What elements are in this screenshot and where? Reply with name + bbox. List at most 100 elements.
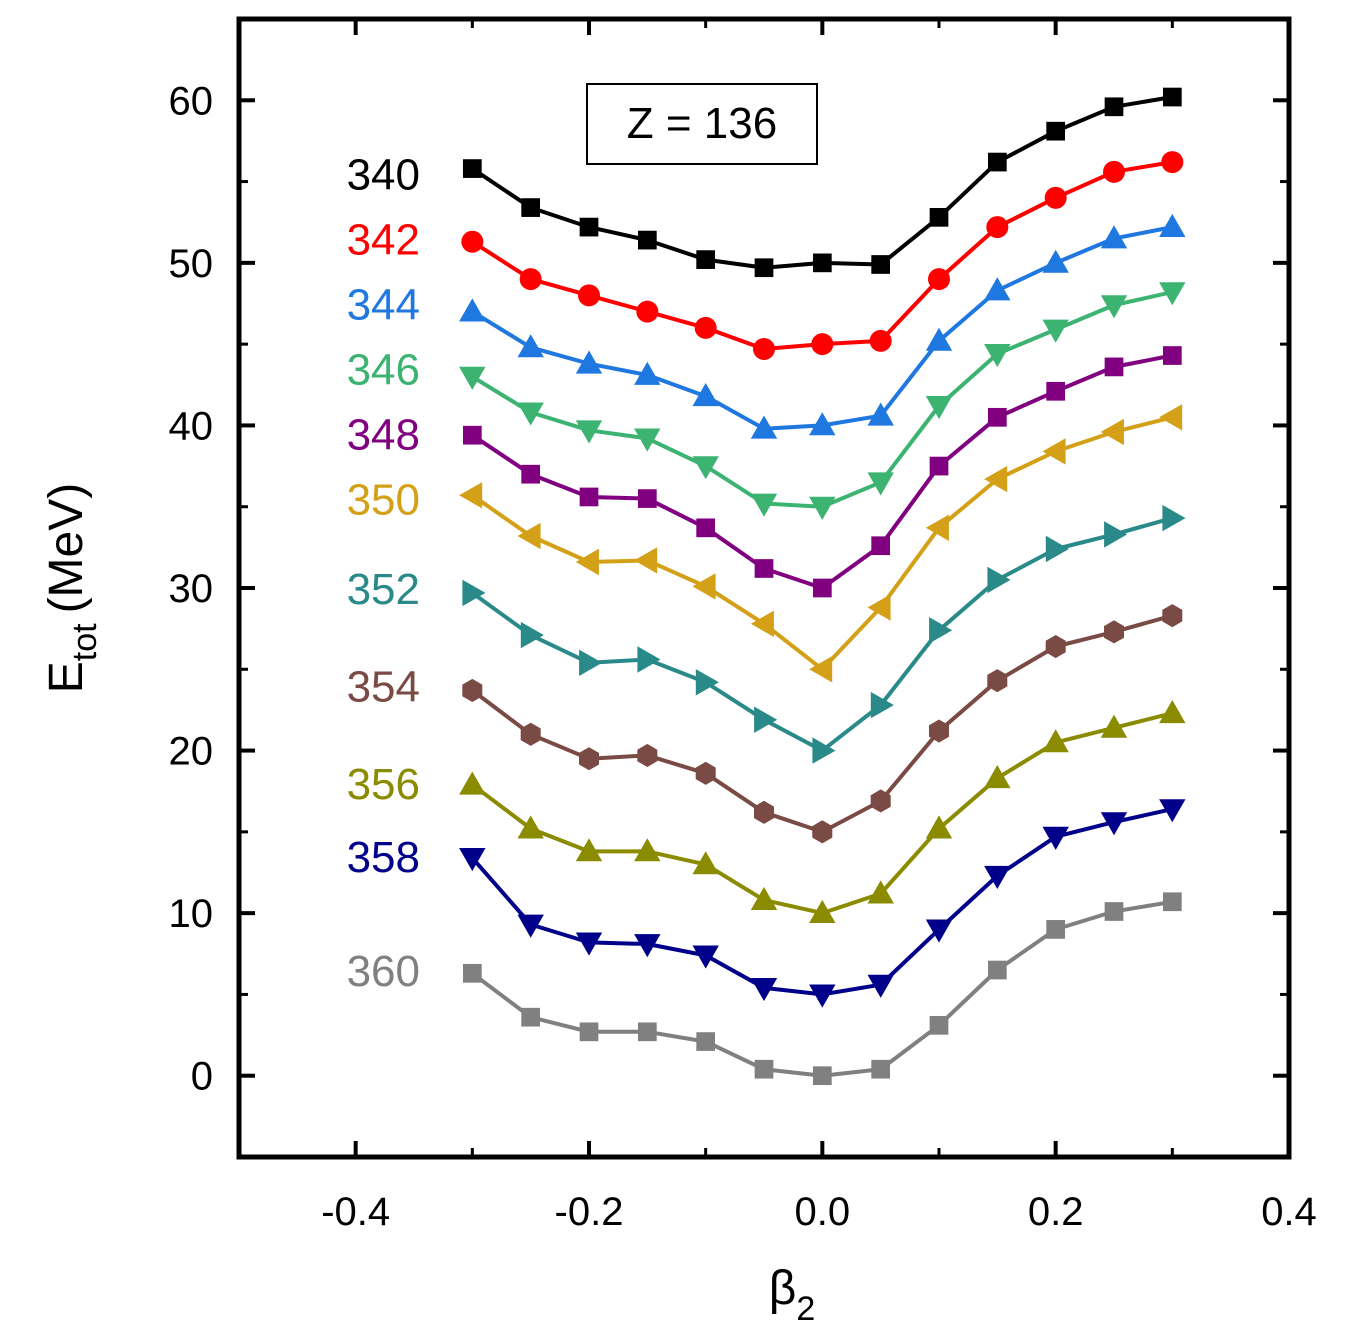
data-point — [753, 338, 775, 361]
x-tick-label: -0.2 — [555, 1190, 624, 1234]
data-point — [754, 559, 774, 578]
data-point — [462, 678, 483, 702]
x-tick-label: 0.2 — [1028, 1190, 1084, 1234]
y-tick-label: 0 — [191, 1055, 213, 1099]
data-point — [579, 1022, 599, 1042]
series-line — [471, 613, 1173, 834]
data-point — [575, 350, 603, 374]
data-point — [692, 573, 716, 600]
data-point — [811, 333, 834, 356]
data-point — [929, 1015, 949, 1035]
data-point — [925, 396, 953, 420]
data-point — [521, 464, 541, 484]
data-point — [520, 621, 544, 649]
data-point — [812, 820, 833, 844]
data-point — [984, 277, 1011, 301]
data-point — [637, 489, 657, 508]
data-point — [521, 1007, 541, 1027]
data-point — [812, 1066, 832, 1086]
data-point — [579, 217, 599, 237]
data-point — [579, 649, 603, 676]
data-point — [1100, 295, 1128, 319]
data-point — [459, 771, 486, 795]
data-point — [519, 268, 542, 291]
data-point — [750, 978, 778, 1002]
data-point — [987, 566, 1011, 594]
data-point — [987, 152, 1007, 172]
data-point — [692, 383, 719, 407]
data-point — [754, 258, 774, 278]
y-tick-label: 50 — [169, 242, 214, 286]
series-line — [471, 95, 1173, 270]
data-point — [696, 1032, 716, 1051]
series-label-352: 352 — [347, 565, 420, 614]
series-label-356: 356 — [347, 760, 420, 809]
series-layer — [459, 87, 1186, 1086]
data-point — [694, 316, 717, 339]
data-point — [637, 1022, 657, 1042]
data-point — [579, 487, 599, 507]
data-point — [462, 579, 486, 607]
data-point — [517, 334, 544, 358]
data-point — [1046, 920, 1066, 939]
series-348 — [462, 346, 1182, 598]
y-tick-label: 40 — [169, 404, 214, 448]
data-point — [1104, 620, 1124, 644]
data-point — [1103, 160, 1125, 183]
series-line — [471, 353, 1173, 590]
data-point — [462, 425, 482, 445]
y-axis-title-sub: tot — [66, 623, 104, 661]
y-axis-title: Etot (MeV) — [40, 483, 104, 694]
annotation-frame — [586, 83, 818, 165]
data-point — [929, 719, 949, 743]
data-point — [809, 656, 833, 683]
data-point — [692, 456, 719, 480]
data-point — [986, 216, 1009, 239]
y-tick-label: 20 — [169, 730, 214, 774]
series-label-348: 348 — [347, 411, 420, 460]
data-point — [925, 815, 953, 839]
data-point — [871, 1059, 891, 1079]
data-point — [634, 428, 661, 452]
series-label-358: 358 — [347, 833, 420, 882]
data-point — [459, 366, 486, 390]
data-point — [929, 617, 953, 644]
data-point — [520, 722, 541, 746]
data-point — [984, 344, 1011, 368]
data-point — [1159, 213, 1186, 237]
data-point — [1162, 346, 1182, 365]
data-point — [1159, 700, 1186, 724]
series-350 — [459, 404, 1183, 683]
data-point — [870, 691, 894, 719]
data-point — [1042, 438, 1066, 465]
data-point — [925, 514, 949, 541]
data-point — [462, 963, 482, 983]
data-point — [692, 851, 719, 875]
series-354 — [462, 604, 1183, 844]
series-360 — [462, 892, 1182, 1086]
data-point — [634, 361, 661, 385]
data-point — [695, 669, 719, 696]
series-358 — [459, 799, 1186, 1008]
series-labels: 340 342 344 346 348 350 352 354 356 358 360 — [347, 150, 420, 996]
data-point — [692, 945, 719, 969]
x-axis-title-main: β — [769, 1262, 797, 1315]
data-point — [867, 594, 891, 621]
data-point — [634, 838, 661, 862]
series-label-344: 344 — [347, 281, 420, 330]
y-tick-label: 10 — [169, 892, 214, 936]
series-352 — [462, 504, 1186, 764]
series-label-360: 360 — [347, 947, 420, 996]
data-point — [871, 255, 891, 274]
data-point — [754, 706, 778, 733]
data-point — [925, 919, 953, 943]
data-point — [984, 765, 1011, 789]
data-point — [637, 743, 658, 767]
data-point — [867, 880, 894, 904]
series-line — [471, 415, 1173, 672]
data-point — [636, 300, 659, 323]
data-point — [750, 886, 778, 910]
data-point — [1045, 535, 1069, 563]
data-point — [1100, 225, 1128, 249]
